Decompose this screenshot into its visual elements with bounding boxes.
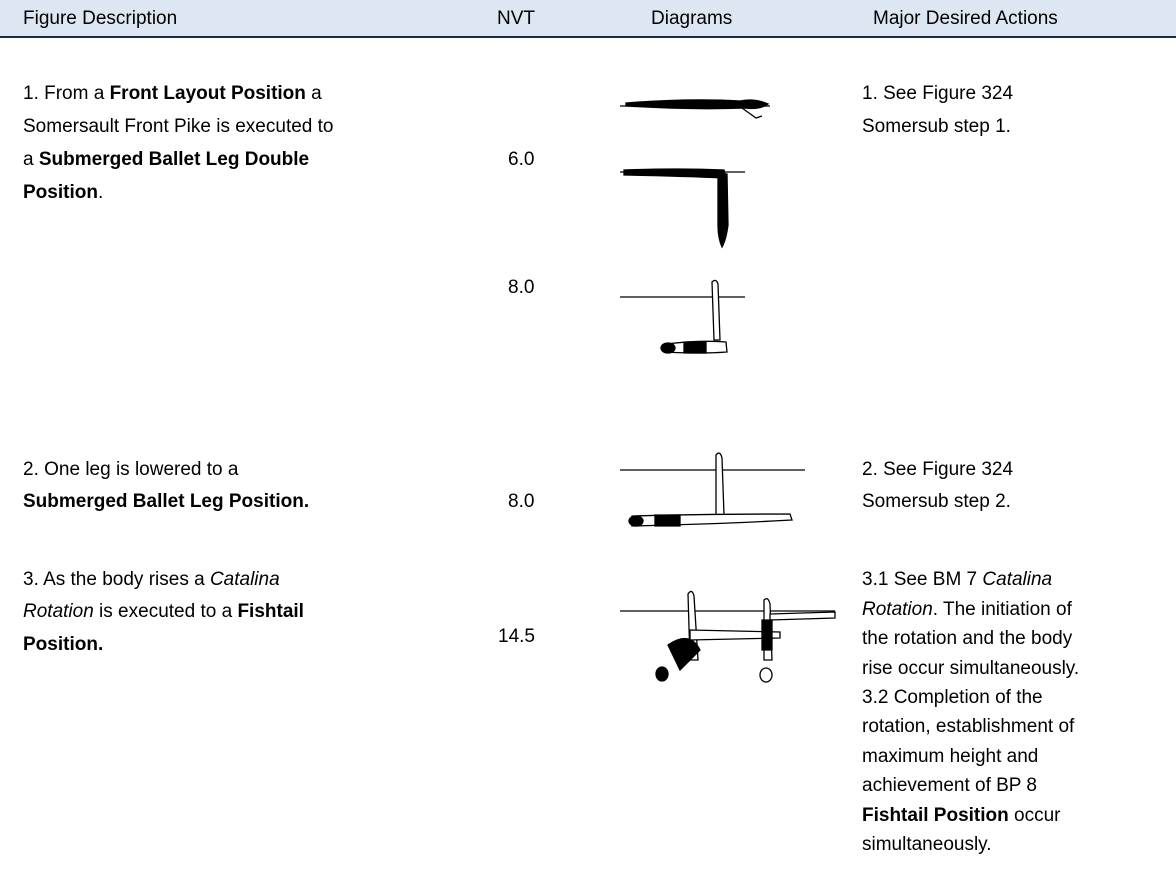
text-run: the rotation and the body [862,628,1073,650]
header-cell: NVT [497,8,535,29]
text-line: simultaneously. [862,830,1079,859]
text-line: Somersub step 1. [862,110,1013,143]
text-run: Rotation [862,598,933,620]
actions: 1. See Figure 324 Somersub step 1. [862,77,1013,143]
text-line: 2. One leg is lowered to a [23,454,309,487]
text-run: Somersault Front Pike is executed to [23,115,334,137]
text-run: Position. [23,633,104,655]
text-run: is executed to a [93,601,238,623]
text-run: Submerged Ballet Leg Position. [23,491,310,513]
description: 1. From a Front Layout Position a Somersa… [23,77,333,209]
actions: 3.1 See BM 7 Catalina Rotation. The initi… [862,565,1079,859]
text-run: Position [23,181,98,203]
text-run: occur [1008,804,1061,826]
text-run: 2. One leg is lowered to a [23,458,239,480]
text-run: achievement of BP 8 [862,775,1037,797]
text-run: 1. From a [23,82,110,104]
text-run: . [97,181,104,203]
nvt-value: 8.0 [508,491,535,512]
text-line: rise occur simultaneously. [862,654,1079,683]
text-run: Somersub step 2. [862,491,1011,513]
text-run: Rotation [23,601,94,623]
text-line: Position. [23,176,333,209]
text-run: 2. See Figure 324 [862,458,1014,480]
text-run: . The initiation of [932,598,1072,620]
text-line: 3.2 Completion of the [862,683,1079,712]
text-line: achievement of BP 8 [862,771,1079,800]
text-line: a Submerged Ballet Leg Double [23,143,333,176]
text-line: Somersub step 2. [862,486,1013,519]
diagram-ballet-leg-double [620,279,745,354]
text-line: Submerged Ballet Leg Position. [23,486,309,519]
nvt-value: 14.5 [498,626,535,647]
text-run: rotation, establishment of [862,716,1075,738]
text-run: Catalina [982,569,1053,591]
text-run: Submerged Ballet Leg Double [38,148,310,170]
text-run: Fishtail [237,601,304,623]
text-line: 1. From a Front Layout Position a [23,77,333,110]
description: 3. As the body rises a Catalina Rotation … [23,564,304,662]
text-run: 3. As the body rises a [23,568,210,590]
text-line: the rotation and the body [862,624,1079,653]
text-line: Position. [23,629,304,662]
text-run: maximum height and [862,745,1039,767]
text-line: Rotation is executed to a Fishtail [23,596,304,629]
text-line: 3.1 See BM 7 Catalina [862,565,1079,594]
text-run: Fishtail Position [862,804,1009,826]
text-run: Catalina [209,568,280,590]
diagram-ballet-leg-single [620,452,805,527]
text-run: 1. See Figure 324 [862,82,1014,104]
actions: 2. See Figure 324 Somersub step 2. [862,454,1013,519]
header-row: Figure Description NVT Diagrams Major Desir… [0,0,1176,38]
description: 2. One leg is lowered to a Submerged Ball… [23,454,309,519]
text-run: simultaneously. [862,833,992,855]
header-cell: Major Desired Actions [873,8,1058,29]
text-run: a [23,148,39,170]
header-cell: Figure Description [23,8,178,29]
header-cell: Diagrams [651,8,733,29]
text-line: 1. See Figure 324 [862,77,1013,110]
text-run: Somersub step 1. [862,115,1011,137]
text-run: 3.2 Completion of the [862,686,1043,708]
diagram-catalina [620,590,836,683]
text-line: Rotation. The initiation of [862,595,1079,624]
nvt-value: 8.0 [508,277,535,298]
text-line: Fishtail Position occur [862,801,1079,830]
nvt-value: 6.0 [508,149,535,170]
diagram-front-layout [620,99,770,119]
diagram-pike [620,168,745,249]
text-line: Somersault Front Pike is executed to [23,110,333,143]
text-run: a [305,82,322,104]
text-line: maximum height and [862,742,1079,771]
text-run: Front Layout Position [109,82,306,104]
text-run: 3.1 See BM 7 [862,569,983,591]
text-run: rise occur simultaneously. [862,657,1080,679]
text-line: rotation, establishment of [862,712,1079,741]
text-line: 3. As the body rises a Catalina [23,564,304,597]
text-line: 2. See Figure 324 [862,454,1013,487]
